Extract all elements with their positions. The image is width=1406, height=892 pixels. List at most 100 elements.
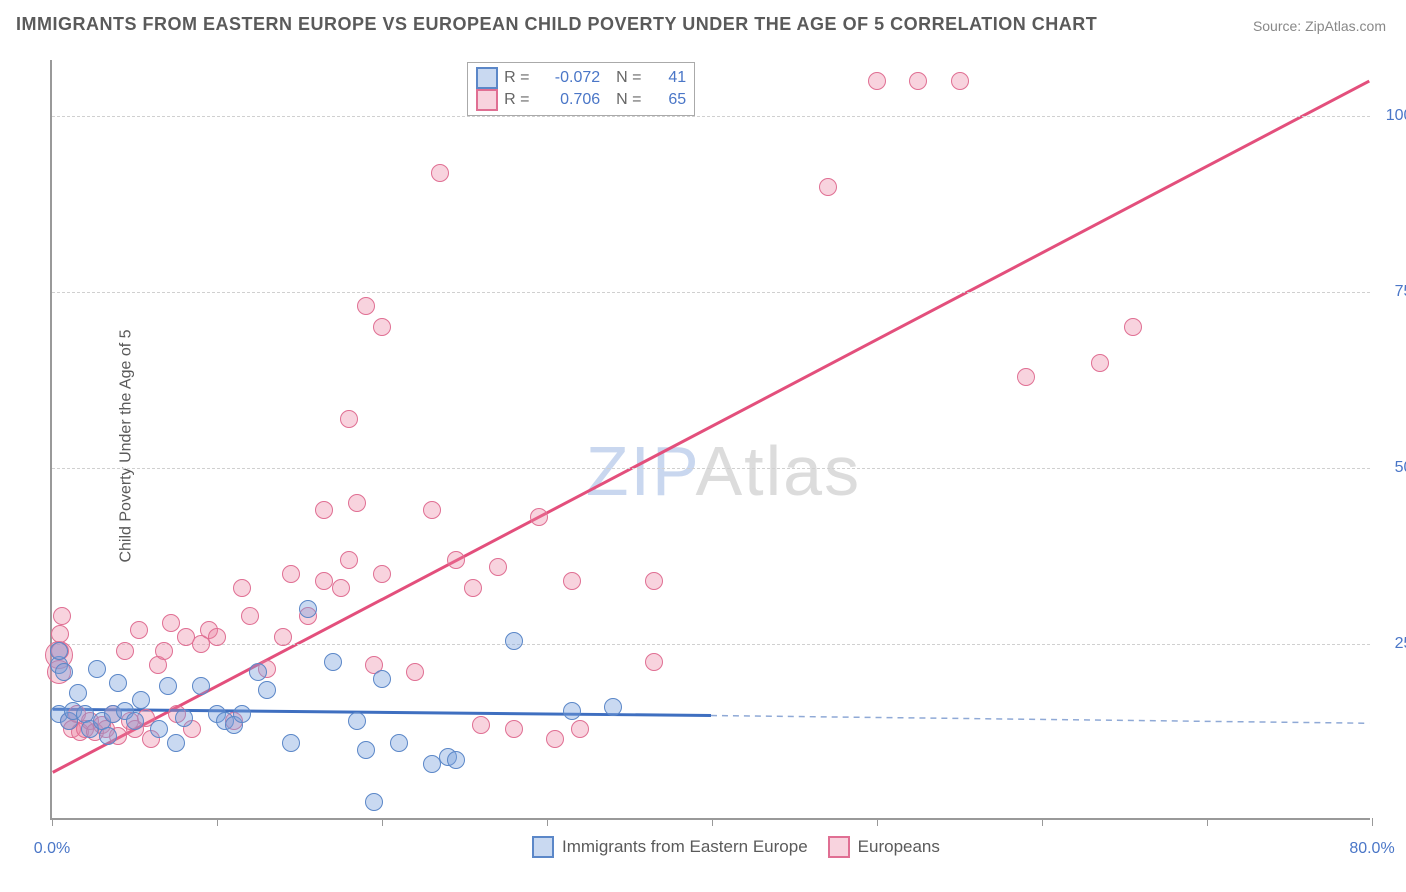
legend-swatch-b xyxy=(476,89,498,111)
data-point-b xyxy=(571,720,589,738)
data-point-a xyxy=(167,734,185,752)
data-point-b xyxy=(868,72,886,90)
data-point-a xyxy=(447,751,465,769)
data-point-b xyxy=(162,614,180,632)
x-tick-label: 0.0% xyxy=(34,840,70,858)
data-point-a xyxy=(175,709,193,727)
data-point-a xyxy=(357,741,375,759)
data-point-b xyxy=(315,501,333,519)
data-point-a xyxy=(563,702,581,720)
data-point-b xyxy=(155,642,173,660)
x-tick-mark xyxy=(547,818,548,826)
legend-swatch-b-icon xyxy=(828,836,850,858)
data-point-a xyxy=(99,727,117,745)
data-point-a xyxy=(249,663,267,681)
legend-label-a: Immigrants from Eastern Europe xyxy=(562,837,808,857)
data-point-a xyxy=(299,600,317,618)
trend-lines-layer xyxy=(52,60,1370,818)
data-point-a xyxy=(69,684,87,702)
data-point-b xyxy=(546,730,564,748)
data-point-a xyxy=(324,653,342,671)
data-point-b xyxy=(423,501,441,519)
x-tick-mark xyxy=(712,818,713,826)
data-point-a xyxy=(132,691,150,709)
data-point-a xyxy=(88,660,106,678)
data-point-b xyxy=(357,297,375,315)
chart-title: IMMIGRANTS FROM EASTERN EUROPE VS EUROPE… xyxy=(16,14,1097,35)
x-tick-mark xyxy=(52,818,53,826)
series-legend: Immigrants from Eastern Europe Europeans xyxy=(532,836,940,858)
legend-swatch-a-icon xyxy=(532,836,554,858)
data-point-b xyxy=(373,565,391,583)
data-point-b xyxy=(233,579,251,597)
data-point-b xyxy=(1124,318,1142,336)
data-point-b xyxy=(340,410,358,428)
data-point-a xyxy=(233,705,251,723)
correlation-legend: R = -0.072 N = 41 R = 0.706 N = 65 xyxy=(467,62,695,116)
y-tick-label: 100.0% xyxy=(1376,107,1406,125)
data-point-b xyxy=(282,565,300,583)
data-point-b xyxy=(348,494,366,512)
gridline xyxy=(52,468,1370,469)
data-point-b xyxy=(464,579,482,597)
data-point-a xyxy=(50,642,68,660)
source-prefix: Source: xyxy=(1253,18,1305,34)
data-point-b xyxy=(909,72,927,90)
data-point-b xyxy=(1017,368,1035,386)
x-tick-mark xyxy=(1042,818,1043,826)
data-point-b xyxy=(241,607,259,625)
source-attribution: Source: ZipAtlas.com xyxy=(1253,18,1386,34)
data-point-a xyxy=(126,712,144,730)
y-tick-label: 50.0% xyxy=(1376,459,1406,477)
data-point-b xyxy=(563,572,581,590)
data-point-b xyxy=(489,558,507,576)
data-point-a xyxy=(282,734,300,752)
data-point-a xyxy=(150,720,168,738)
legend-item-a: Immigrants from Eastern Europe xyxy=(532,836,808,858)
data-point-a xyxy=(390,734,408,752)
x-tick-label: 80.0% xyxy=(1349,840,1394,858)
legend-n-label: N = xyxy=(616,69,646,87)
legend-n-label: N = xyxy=(616,91,646,109)
x-tick-mark xyxy=(877,818,878,826)
x-tick-mark xyxy=(1372,818,1373,826)
data-point-b xyxy=(274,628,292,646)
data-point-a xyxy=(365,793,383,811)
data-point-b xyxy=(116,642,134,660)
data-point-b xyxy=(447,551,465,569)
data-point-b xyxy=(1091,354,1109,372)
data-point-b xyxy=(645,653,663,671)
data-point-b xyxy=(130,621,148,639)
legend-r-label: R = xyxy=(504,69,534,87)
data-point-a xyxy=(55,663,73,681)
legend-n-value-b: 65 xyxy=(652,91,686,109)
data-point-a xyxy=(159,677,177,695)
data-point-b xyxy=(406,663,424,681)
data-point-a xyxy=(423,755,441,773)
data-point-b xyxy=(53,607,71,625)
data-point-b xyxy=(645,572,663,590)
x-tick-mark xyxy=(217,818,218,826)
data-point-b xyxy=(315,572,333,590)
data-point-b xyxy=(431,164,449,182)
data-point-b xyxy=(819,178,837,196)
legend-r-value-b: 0.706 xyxy=(540,91,600,109)
data-point-a xyxy=(348,712,366,730)
legend-r-label: R = xyxy=(504,91,534,109)
legend-swatch-a xyxy=(476,67,498,89)
x-tick-mark xyxy=(382,818,383,826)
source-site: ZipAtlas.com xyxy=(1305,18,1386,34)
data-point-a xyxy=(109,674,127,692)
trend-line xyxy=(711,716,1369,724)
legend-r-value-a: -0.072 xyxy=(540,69,600,87)
legend-n-value-a: 41 xyxy=(652,69,686,87)
plot-area: ZIPAtlas R = -0.072 N = 41 R = 0.706 N =… xyxy=(50,60,1370,820)
data-point-b xyxy=(373,318,391,336)
data-point-a xyxy=(373,670,391,688)
data-point-b xyxy=(51,625,69,643)
data-point-a xyxy=(505,632,523,650)
legend-row-series-b: R = 0.706 N = 65 xyxy=(476,89,686,111)
legend-label-b: Europeans xyxy=(858,837,940,857)
gridline xyxy=(52,644,1370,645)
data-point-b xyxy=(951,72,969,90)
